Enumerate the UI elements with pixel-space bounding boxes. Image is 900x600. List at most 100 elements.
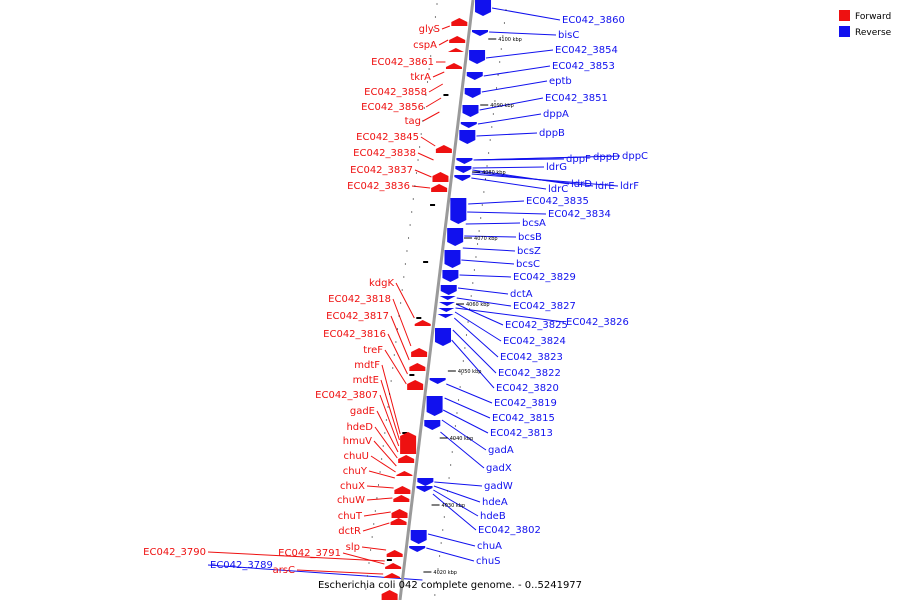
gene-label-ec042-3845: EC042_3845 xyxy=(356,132,419,143)
gene-label-chuu: chuU xyxy=(344,451,370,462)
reverse-gene-feature xyxy=(437,314,454,318)
gene-label-ldrg: ldrG xyxy=(546,162,567,173)
gene-label-ec042-3838: EC042_3838 xyxy=(353,148,416,159)
reverse-gene-feature xyxy=(442,270,459,282)
gene-label-ec042-3835: EC042_3835 xyxy=(526,196,589,207)
reverse-label-connector xyxy=(456,297,512,307)
gene-label-dcta: dctA xyxy=(510,289,533,300)
forward-label-connector xyxy=(395,282,415,319)
gene-label-hmuv: hmuV xyxy=(343,436,372,447)
forward-gene-feature xyxy=(449,36,466,43)
gene-label-ec042-3861: EC042_3861 xyxy=(371,57,434,68)
gene-label-dppd: dppD xyxy=(593,152,620,163)
forward-label-connector xyxy=(414,169,432,178)
forward-label-connector xyxy=(381,364,401,435)
gene-label-bcsc: bcsC xyxy=(516,259,540,270)
forward-gene-feature xyxy=(431,184,448,192)
forward-gene-feature xyxy=(409,363,426,371)
reverse-label-connector xyxy=(481,80,548,93)
genome-axis xyxy=(398,0,475,600)
gene-label-bcsa: bcsA xyxy=(522,218,546,229)
forward-gene-feature xyxy=(407,380,424,390)
forward-label-connector xyxy=(361,546,387,551)
forward-gene-feature xyxy=(445,63,462,69)
gene-label-ec042-3837: EC042_3837 xyxy=(350,165,413,176)
forward-label-connector xyxy=(366,485,394,489)
forward-gene-feature xyxy=(391,509,408,518)
reverse-gene-feature xyxy=(439,302,456,306)
reverse-gene-feature xyxy=(409,546,426,552)
gene-label-mdtf: mdtF xyxy=(354,360,380,371)
reverse-label-connector xyxy=(455,303,504,326)
gene-label-cspa: cspA xyxy=(413,40,437,51)
forward-label-connector xyxy=(207,551,385,562)
forward-label-connector xyxy=(379,394,400,447)
kbp-tick-label: 4080 kbp xyxy=(482,170,506,176)
gene-label-ec042-3822: EC042_3822 xyxy=(498,368,561,379)
reverse-label-connector xyxy=(461,259,515,265)
gene-label-chuw: chuW xyxy=(337,495,365,506)
gene-label-ec042-3851: EC042_3851 xyxy=(545,93,608,104)
forward-label-connector xyxy=(373,440,397,467)
reverse-label-connector xyxy=(454,311,502,342)
reverse-label-connector xyxy=(433,485,481,503)
gene-label-ec042-3823: EC042_3823 xyxy=(500,352,563,363)
gene-label-ec042-3816: EC042_3816 xyxy=(323,329,386,340)
gene-label-ec042-3791: EC042_3791 xyxy=(278,548,341,559)
gene-label-ec042-3860: EC042_3860 xyxy=(562,15,625,26)
kbp-tick-label: 4050 kbp xyxy=(458,369,482,375)
gene-label-slp: slp xyxy=(346,542,360,553)
reverse-gene-feature xyxy=(417,478,434,486)
gene-label-dppb: dppB xyxy=(539,128,565,139)
reverse-label-connector xyxy=(433,489,479,517)
reverse-label-connector xyxy=(468,200,525,205)
forward-label-connector xyxy=(387,333,408,375)
reverse-label-connector xyxy=(462,247,516,252)
gene-label-ec042-3826: EC042_3826 xyxy=(566,317,629,328)
gene-label-gade: gadE xyxy=(350,406,375,417)
gene-label-gada: gadA xyxy=(488,445,514,456)
gene-label-ec042-3858: EC042_3858 xyxy=(364,87,427,98)
reverse-label-connector xyxy=(453,317,499,358)
forward-gene-feature xyxy=(393,495,410,502)
gene-label-bisc: bisC xyxy=(558,30,579,41)
reverse-gene-feature xyxy=(459,130,476,144)
gene-label-ec042-3789: EC042_3789 xyxy=(210,560,273,571)
legend: Forward Reverse xyxy=(839,10,892,38)
gene-label-tref: treF xyxy=(363,345,383,356)
forward-gene-feature xyxy=(394,486,411,494)
gene-label-gadw: gadW xyxy=(484,481,513,492)
reverse-gene-feature xyxy=(466,72,483,80)
gene-label-dppc: dppC xyxy=(622,151,648,162)
forward-gene-feature xyxy=(383,573,400,578)
reverse-label-connector xyxy=(444,397,491,419)
forward-gene-feature xyxy=(414,320,431,326)
kbp-tick-label: 4060 kbp xyxy=(466,302,490,308)
gene-label-glys: glyS xyxy=(419,24,440,35)
forward-gene-feature xyxy=(398,455,415,463)
reverse-gene-feature xyxy=(434,328,451,346)
reverse-label-connector xyxy=(459,274,512,278)
gene-label-ec042-3819: EC042_3819 xyxy=(494,398,557,409)
reverse-gene-feature xyxy=(438,308,455,312)
gene-label-ec042-3815: EC042_3815 xyxy=(492,413,555,424)
gene-label-ldrd: ldrD xyxy=(571,179,592,190)
forward-gene-feature xyxy=(447,48,464,52)
gene-label-eptb: eptb xyxy=(549,76,572,87)
gene-label-tag: tag xyxy=(405,116,421,127)
forward-label-connector xyxy=(420,136,436,147)
reverse-label-connector xyxy=(471,173,619,187)
forward-label-connector xyxy=(441,25,451,30)
forward-label-connector xyxy=(376,410,399,453)
reverse-label-connector xyxy=(446,383,493,404)
forward-label-connector xyxy=(425,97,442,108)
gene-label-ec042-3790: EC042_3790 xyxy=(143,547,206,558)
gene-label-ec042-3818: EC042_3818 xyxy=(328,294,391,305)
reverse-label-connector xyxy=(471,177,547,190)
forward-gene-feature xyxy=(390,518,407,525)
tick-marks: 4100 kbp 4090 kbp 4080 kbp 4070 kbp 4060 kbp… xyxy=(365,3,522,596)
gene-label-chuy: chuY xyxy=(343,466,368,477)
gene-label-ec042-3820: EC042_3820 xyxy=(496,383,559,394)
kbp-tick-label: 4020 kbp xyxy=(433,570,457,576)
